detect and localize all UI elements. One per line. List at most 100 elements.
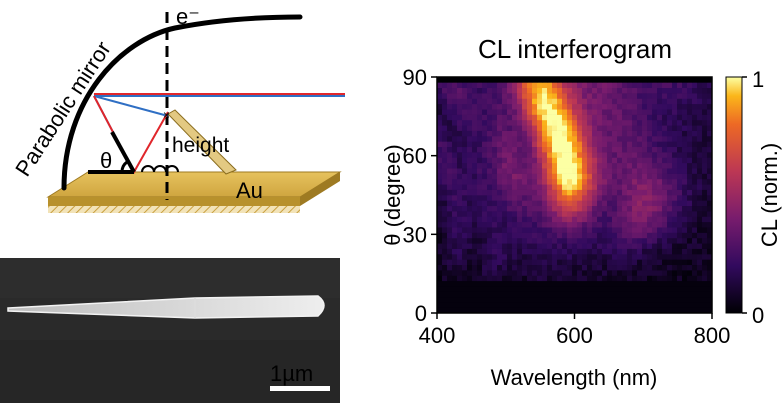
heatmap-cell [607, 259, 613, 266]
heatmap-cell [627, 109, 633, 115]
heatmap-cell [477, 221, 483, 228]
heatmap-cell [467, 146, 473, 153]
heatmap-cell [487, 109, 493, 115]
heatmap-cell [577, 136, 583, 142]
heatmap-cell [607, 275, 613, 282]
heatmap-cell [597, 162, 603, 169]
heatmap-cell [692, 232, 698, 239]
heatmap-cell [472, 286, 478, 292]
heatmap-cell [602, 264, 608, 271]
heatmap-cell [467, 259, 473, 266]
heatmap-cell [507, 243, 513, 249]
heatmap-cell [537, 119, 543, 126]
heatmap-cell [442, 125, 448, 131]
heatmap-cell [462, 227, 468, 233]
heatmap-cell [562, 286, 568, 292]
heatmap-cell [482, 141, 488, 148]
heatmap-cell [492, 259, 498, 266]
heatmap-cell [617, 125, 623, 131]
heatmap-cell [687, 291, 693, 298]
heatmap-cell [692, 227, 698, 233]
heatmap-cell [657, 173, 663, 180]
heatmap-cell [642, 82, 648, 89]
heatmap-cell [557, 125, 563, 131]
heatmap-cell [557, 82, 563, 89]
heatmap-cell [572, 195, 578, 201]
heatmap-cell [507, 302, 513, 308]
heatmap-cell [437, 162, 443, 169]
heatmap-cell [622, 178, 628, 185]
heatmap-cell [597, 243, 603, 249]
heatmap-cell [547, 93, 553, 99]
heatmap-cell [642, 136, 648, 142]
heatmap-cell [517, 205, 523, 212]
heatmap-cell [497, 157, 503, 164]
heatmap-cell [557, 221, 563, 228]
heatmap-cell [482, 189, 488, 196]
heatmap-cell [647, 136, 653, 142]
heatmap-cell [452, 178, 458, 185]
heatmap-cell [442, 232, 448, 239]
heatmap-cell [692, 243, 698, 249]
heatmap-cell [642, 291, 648, 298]
heatmap-cell [502, 216, 508, 223]
heatmap-cell [482, 237, 488, 244]
heatmap-cell [547, 119, 553, 126]
heatmap-cell [517, 254, 523, 260]
heatmap-cell [522, 216, 528, 223]
heatmap-cell [477, 109, 483, 115]
heatmap-cell [482, 119, 488, 126]
heatmap-cell [582, 162, 588, 169]
heatmap-cell [562, 109, 568, 115]
heatmap-cell [612, 157, 618, 164]
heatmap-cell [487, 98, 493, 105]
heatmap-cell [597, 254, 603, 260]
heatmap-cell [577, 243, 583, 249]
heatmap-cell [512, 307, 518, 314]
heatmap-cell [562, 237, 568, 244]
heatmap-cell [702, 157, 708, 164]
heatmap-cell [662, 173, 668, 180]
heatmap-cell [632, 109, 638, 115]
heatmap-cell [547, 77, 553, 83]
heatmap-cell [627, 270, 633, 276]
heatmap-cell [597, 280, 603, 287]
heatmap-cell [592, 87, 598, 94]
heatmap-cell [567, 296, 573, 303]
heatmap-cell [687, 200, 693, 207]
heatmap-cell [622, 200, 628, 207]
heatmap-cell [492, 280, 498, 287]
heatmap-cell [692, 168, 698, 174]
heatmap-cell [647, 125, 653, 131]
heatmap-cell [602, 205, 608, 212]
heatmap-cell [657, 119, 663, 126]
heatmap-cell [517, 195, 523, 201]
heatmap-cell [437, 270, 443, 276]
heatmap-cell [652, 162, 658, 169]
heatmap-cell [492, 77, 498, 83]
heatmap-cell [602, 200, 608, 207]
heatmap-cell [512, 254, 518, 260]
heatmap-cell [692, 296, 698, 303]
heatmap-cell [587, 254, 593, 260]
heatmap-cell [677, 200, 683, 207]
heatmap-cell [532, 254, 538, 260]
heatmap-cell [477, 184, 483, 190]
heatmap-cell [442, 227, 448, 233]
heatmap-cell [482, 291, 488, 298]
heatmap-cell [532, 270, 538, 276]
heatmap-cell [652, 291, 658, 298]
heatmap-cell [552, 168, 558, 174]
heatmap-cell [457, 307, 463, 314]
heatmap-cell [627, 291, 633, 298]
heatmap-cell [637, 87, 643, 94]
heatmap-cell [602, 130, 608, 137]
heatmap-cell [662, 130, 668, 137]
heatmap-cell [437, 221, 443, 228]
heatmap-cell [492, 227, 498, 233]
heatmap-cell [477, 125, 483, 131]
heatmap-cell [592, 125, 598, 131]
heatmap-cell [497, 275, 503, 282]
heatmap-cell [507, 152, 513, 158]
heatmap-cell [552, 103, 558, 110]
